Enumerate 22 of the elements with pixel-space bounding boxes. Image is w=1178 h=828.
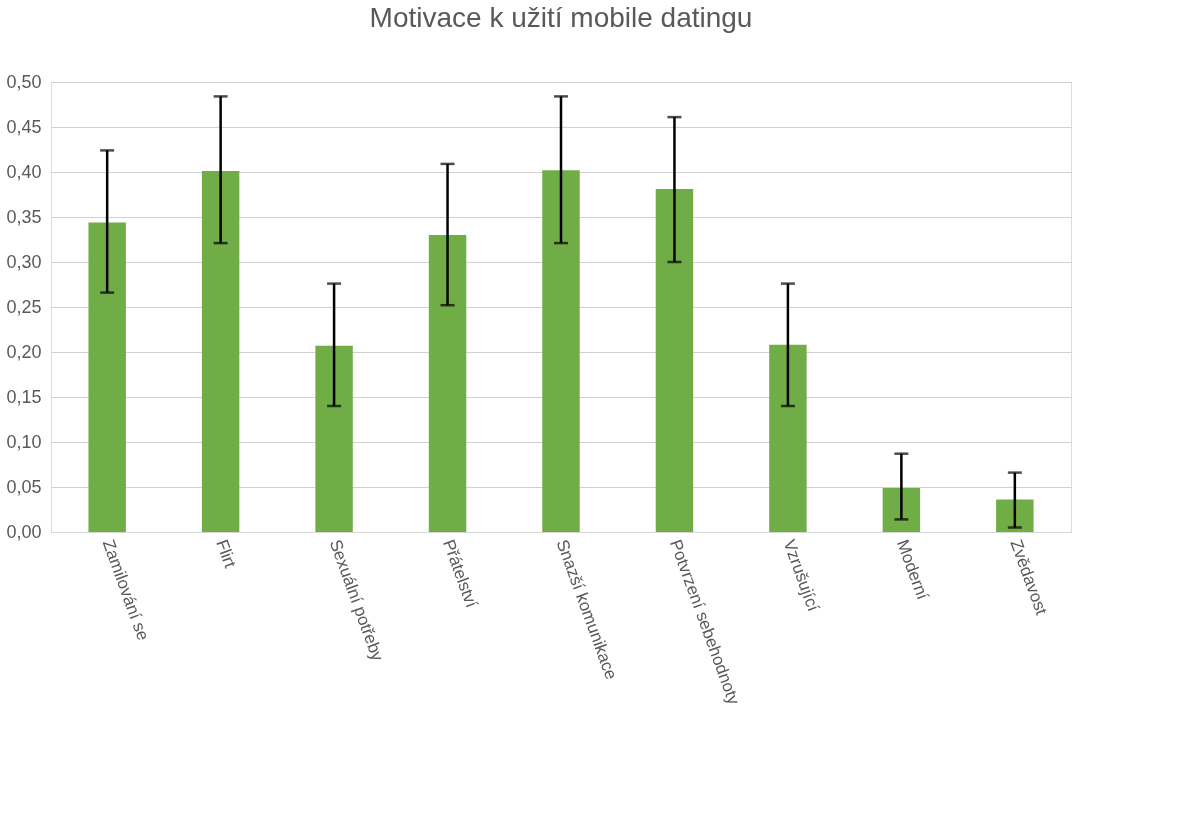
bar	[655, 189, 694, 532]
bar	[201, 171, 240, 532]
y-tick-label: 0,10	[6, 431, 42, 452]
x-tick-label: Flirt	[212, 537, 240, 571]
y-tick-label: 0,35	[6, 206, 42, 227]
y-tick-label: 0,45	[6, 116, 42, 137]
y-tick-label: 0,40	[6, 161, 42, 182]
y-tick-label: 0,50	[6, 71, 42, 92]
y-tick-label: 0,25	[6, 296, 42, 317]
bar	[882, 487, 921, 532]
chart-title: Motivace k užití mobile datingu	[369, 2, 753, 33]
bar	[769, 344, 807, 532]
y-tick-label: 0,20	[6, 341, 42, 362]
bar	[315, 345, 353, 532]
y-tick-label: 0,30	[6, 251, 42, 272]
y-tick-label: 0,05	[6, 476, 42, 497]
bar	[88, 222, 126, 532]
y-tick-label: 0,00	[6, 521, 42, 542]
y-tick-label: 0,15	[6, 386, 42, 407]
bar	[996, 499, 1034, 532]
bar	[542, 170, 580, 532]
bar	[428, 235, 467, 532]
